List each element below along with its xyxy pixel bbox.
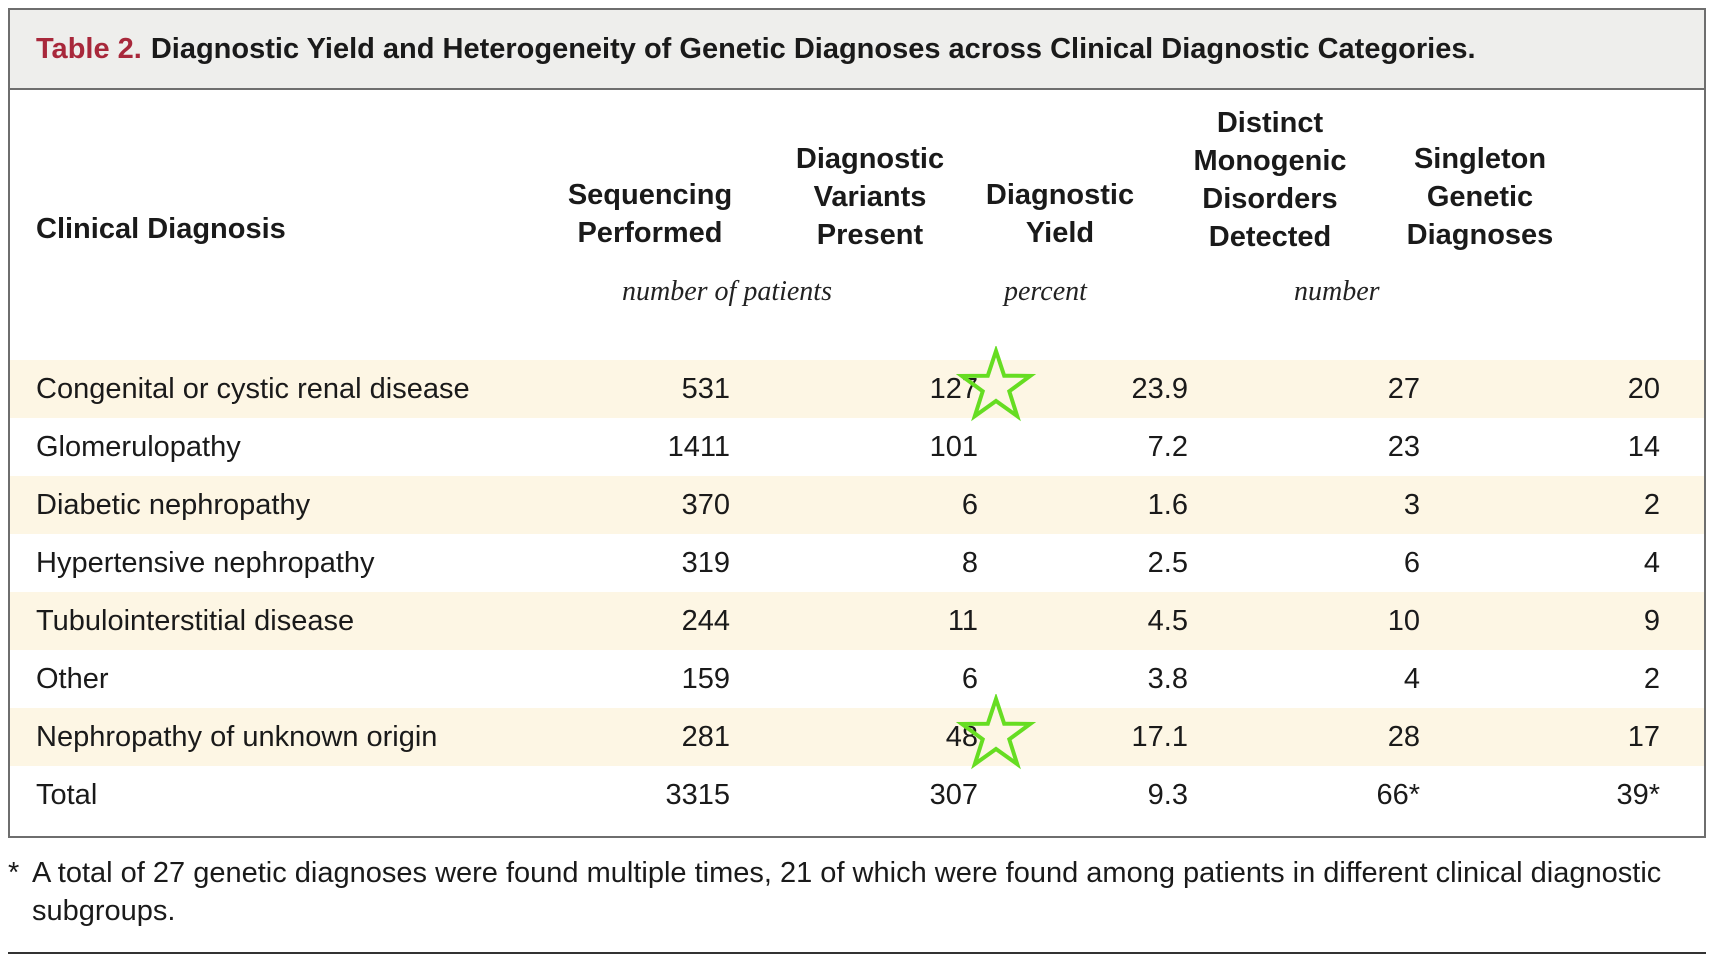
cell-disorders: 6 [1403, 547, 1420, 579]
units-number: number [1294, 276, 1380, 307]
cell-sequencing: 370 [681, 489, 730, 521]
cell-diagnosis: Glomerulopathy [36, 431, 241, 463]
cell-disorders: 66* [1376, 779, 1420, 811]
header-distinct-monogenic-disorders: Distinct Monogenic Disorders Detected [1193, 107, 1347, 253]
cell-singleton: 4 [1643, 547, 1660, 579]
units-number-of-patients: number of patients [622, 276, 832, 307]
table-caption: Table 2. Diagnostic Yield and Heterogene… [10, 10, 1704, 90]
table-row: Congenital or cystic renal disease 531 127… [10, 346, 1704, 422]
cell-sequencing: 319 [681, 547, 730, 579]
cell-disorders: 28 [1387, 721, 1420, 753]
cell-variants: 6 [961, 663, 978, 695]
table-row: Hypertensive nephropathy 319 8 2.5 6 4 [10, 534, 1704, 592]
cell-variants: 6 [961, 489, 978, 521]
cell-sequencing: 159 [681, 663, 730, 695]
header-diagnostic-yield: Diagnostic Yield [985, 179, 1135, 249]
cell-singleton: 9 [1643, 605, 1660, 637]
table-row: Glomerulopathy 1411 101 7.2 23 14 [10, 418, 1704, 476]
header-sequencing-performed: Sequencing Performed [567, 179, 733, 249]
footnote-text: A total of 27 genetic diagnoses were fou… [32, 857, 1662, 927]
cell-yield: 4.5 [1147, 605, 1188, 637]
cell-sequencing: 281 [681, 721, 730, 753]
table-row: Other 159 6 3.8 4 2 [10, 650, 1704, 708]
cell-disorders: 10 [1387, 605, 1420, 637]
units-percent: percent [1004, 276, 1087, 307]
table-row: Tubulointerstitial disease 244 11 4.5 10 9 [10, 592, 1704, 650]
star-icon [956, 346, 1036, 422]
cell-diagnosis: Total [36, 779, 98, 811]
table-row: Diabetic nephropathy 370 6 1.6 3 2 [10, 476, 1704, 534]
footnote-mark: * [8, 857, 20, 889]
cell-singleton: 39* [1616, 779, 1660, 811]
cell-diagnosis: Diabetic nephropathy [36, 489, 311, 521]
cell-variants: 127 [929, 373, 978, 405]
cell-yield: 9.3 [1147, 779, 1188, 811]
cell-variants: 11 [947, 605, 978, 637]
cell-yield: 3.8 [1147, 663, 1188, 695]
header-clinical-diagnosis: Clinical Diagnosis [36, 213, 286, 245]
cell-sequencing: 3315 [665, 779, 730, 811]
cell-diagnosis: Hypertensive nephropathy [36, 547, 375, 579]
cell-yield: 17.1 [1131, 721, 1188, 753]
table-body: Congenital or cystic renal disease 531 127… [10, 346, 1704, 824]
cell-yield: 1.6 [1147, 489, 1188, 521]
cell-yield: 23.9 [1131, 373, 1188, 405]
table-label: Table 2. [36, 32, 142, 65]
cell-diagnosis: Nephropathy of unknown origin [36, 721, 438, 753]
cell-disorders: 3 [1403, 489, 1420, 521]
table: Table 2. Diagnostic Yield and Heterogene… [8, 8, 1706, 838]
cell-diagnosis: Congenital or cystic renal disease [36, 373, 470, 405]
cell-variants: 48 [945, 721, 978, 753]
table-row: Nephropathy of unknown origin 281 48 17.1 28… [10, 694, 1704, 770]
cell-singleton: 14 [1627, 431, 1660, 463]
header-diagnostic-variants-present: Diagnostic Variants Present [795, 143, 945, 251]
cell-disorders: 23 [1387, 431, 1420, 463]
table-title: Diagnostic Yield and Heterogeneity of Ge… [150, 32, 1476, 65]
cell-variants: 8 [961, 547, 978, 579]
header-singleton-genetic-diagnoses: Singleton Genetic Diagnoses [1406, 143, 1554, 251]
cell-variants: 307 [929, 779, 978, 811]
cell-singleton: 2 [1643, 489, 1660, 521]
cell-yield: 2.5 [1147, 547, 1188, 579]
cell-yield: 7.2 [1147, 431, 1188, 463]
cell-diagnosis: Other [36, 663, 109, 695]
table-row: Total 3315 307 9.3 66* 39* [10, 766, 1704, 824]
table-header: Clinical Diagnosis Sequencing Performed … [10, 90, 1704, 360]
bottom-rule [8, 952, 1706, 954]
cell-sequencing: 531 [681, 373, 730, 405]
star-icon [956, 694, 1036, 770]
cell-sequencing: 244 [681, 605, 730, 637]
cell-disorders: 4 [1403, 663, 1420, 695]
cell-singleton: 17 [1627, 721, 1660, 753]
cell-sequencing: 1411 [667, 431, 730, 463]
cell-singleton: 20 [1627, 373, 1660, 405]
cell-variants: 101 [929, 431, 978, 463]
cell-diagnosis: Tubulointerstitial disease [36, 605, 355, 637]
cell-singleton: 2 [1643, 663, 1660, 695]
cell-disorders: 27 [1387, 373, 1420, 405]
footnote: * A total of 27 genetic diagnoses were f… [8, 854, 1698, 930]
